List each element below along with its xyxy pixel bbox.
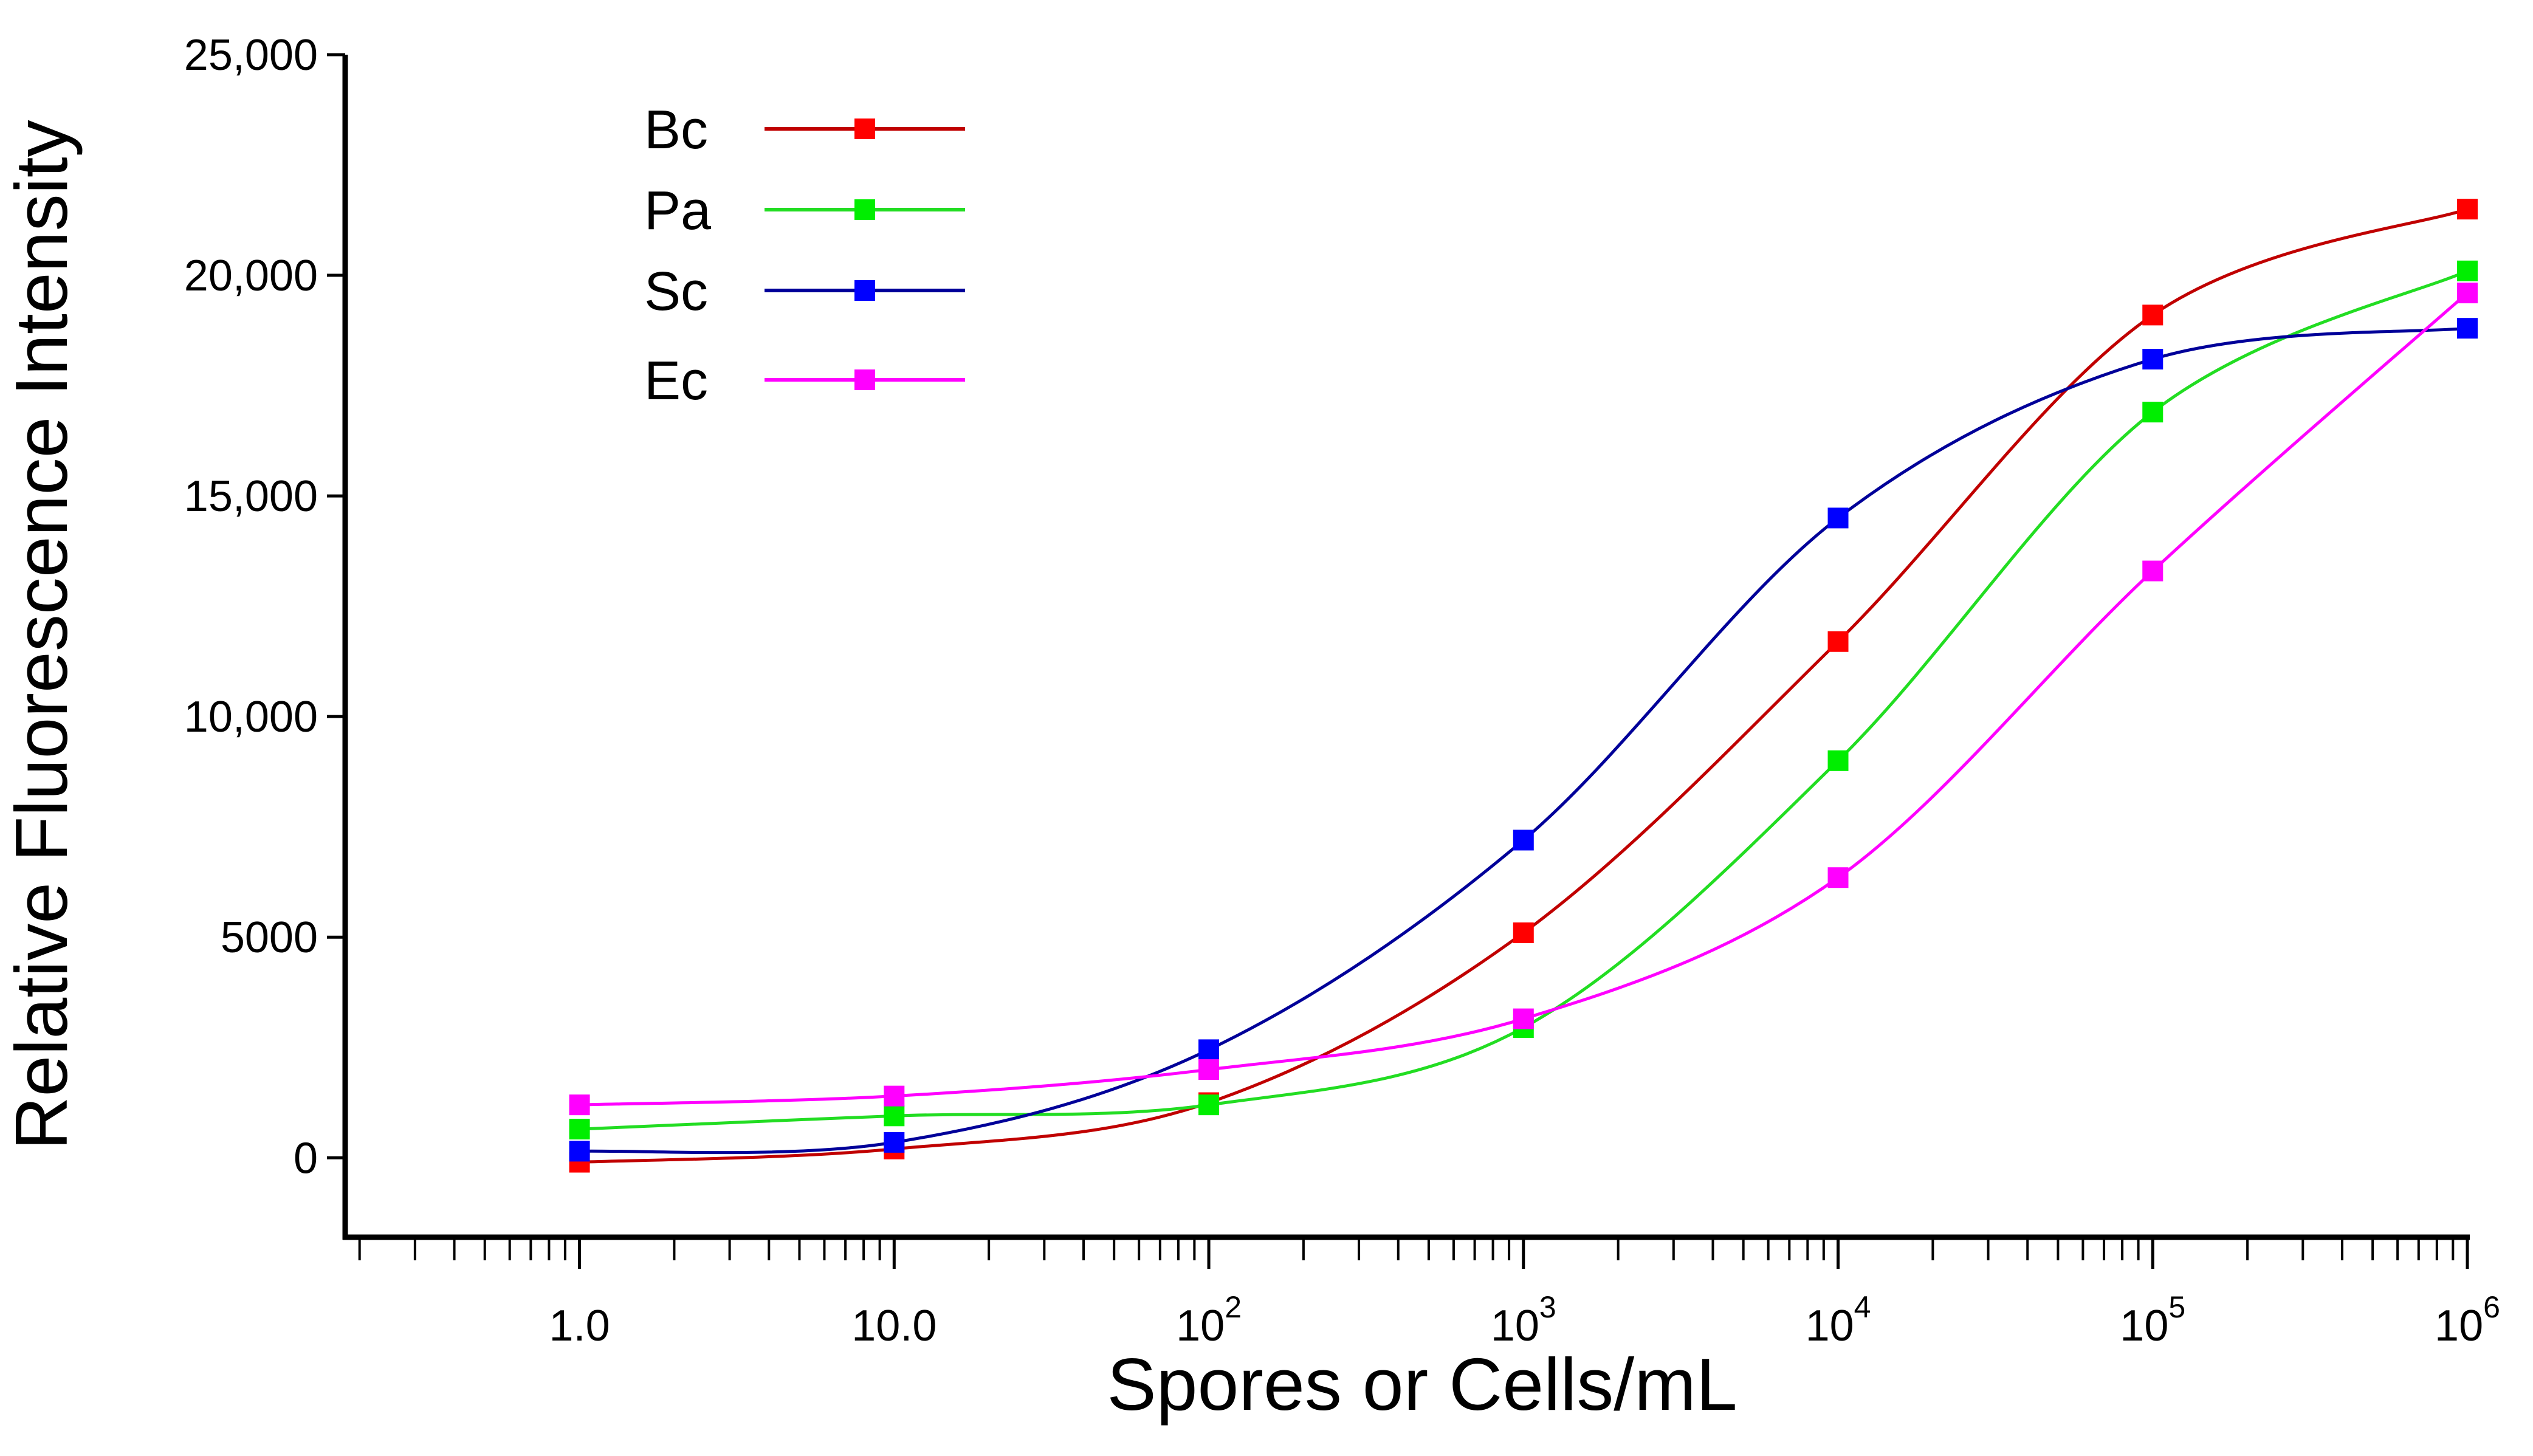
data-point-Pa	[2142, 402, 2164, 423]
series-Pa	[569, 260, 2478, 1140]
data-point-Sc	[569, 1141, 590, 1162]
series-Ec	[569, 283, 2478, 1116]
data-point-Ec	[1827, 867, 1849, 888]
x-tick-label: 103	[1491, 1290, 1556, 1350]
y-tick-label: 0	[294, 1134, 318, 1183]
x-tick-label: 104	[1806, 1290, 1871, 1350]
data-point-Pa	[569, 1119, 590, 1140]
series-line-Pa	[579, 269, 2469, 1131]
x-axis-title: Spores or Cells/mL	[1107, 1343, 1737, 1426]
legend-marker	[854, 199, 875, 220]
legend-marker	[854, 280, 875, 301]
legend-label: Sc	[644, 261, 708, 322]
y-tick-label: 25,000	[184, 31, 318, 80]
data-point-Sc	[2142, 349, 2164, 370]
legend-item-Bc: Bc	[644, 100, 965, 160]
y-tick-label: 10,000	[184, 693, 318, 741]
data-point-Pa	[884, 1105, 905, 1127]
legend-marker	[854, 118, 875, 139]
data-point-Ec	[569, 1094, 590, 1116]
legend-label: Ec	[644, 351, 708, 411]
data-point-Bc	[1513, 922, 1534, 943]
data-point-Pa	[1827, 750, 1849, 771]
legend-label: Pa	[644, 180, 712, 241]
data-point-Ec	[2457, 283, 2478, 304]
data-point-Ec	[884, 1085, 905, 1107]
axes: 0 5000 10,000 15,000 20,000 25,000 1.0 10.0 102 1…	[184, 31, 2500, 1350]
data-point-Sc	[884, 1131, 905, 1153]
data-point-Ec	[1513, 1008, 1534, 1029]
legend-item-Ec: Ec	[644, 351, 965, 411]
legend-marker	[854, 369, 875, 390]
data-point-Sc	[1827, 507, 1849, 529]
data-point-Sc	[1198, 1039, 1220, 1060]
x-tick-label: 102	[1176, 1290, 1242, 1350]
y-tick-label: 15,000	[184, 472, 318, 521]
data-point-Bc	[2142, 304, 2164, 326]
x-tick-label: 10.0	[851, 1302, 937, 1350]
x-tick-label: 106	[2435, 1290, 2500, 1350]
legend-label: Bc	[644, 100, 708, 160]
data-point-Ec	[1198, 1059, 1220, 1080]
data-point-Pa	[1198, 1094, 1220, 1116]
legend: Bc Pa Sc Ec	[644, 100, 965, 411]
data-point-Pa	[2457, 260, 2478, 281]
data-point-Bc	[2457, 199, 2478, 220]
legend-item-Sc: Sc	[644, 261, 965, 322]
y-tick-label: 20,000	[184, 252, 318, 300]
data-point-Sc	[2457, 318, 2478, 339]
series-Sc	[569, 318, 2478, 1162]
data-point-Sc	[1513, 829, 1534, 851]
x-tick-label: 105	[2120, 1290, 2185, 1350]
legend-item-Pa: Pa	[644, 180, 965, 241]
data-point-Ec	[2142, 560, 2164, 582]
x-tick-label: 1.0	[549, 1302, 610, 1350]
y-axis-title: Relative Fluorescence Intensity	[0, 120, 83, 1150]
y-tick-label: 5000	[221, 913, 318, 962]
series-layer	[569, 199, 2478, 1173]
series-line-Ec	[579, 292, 2469, 1107]
data-point-Bc	[1827, 631, 1849, 652]
